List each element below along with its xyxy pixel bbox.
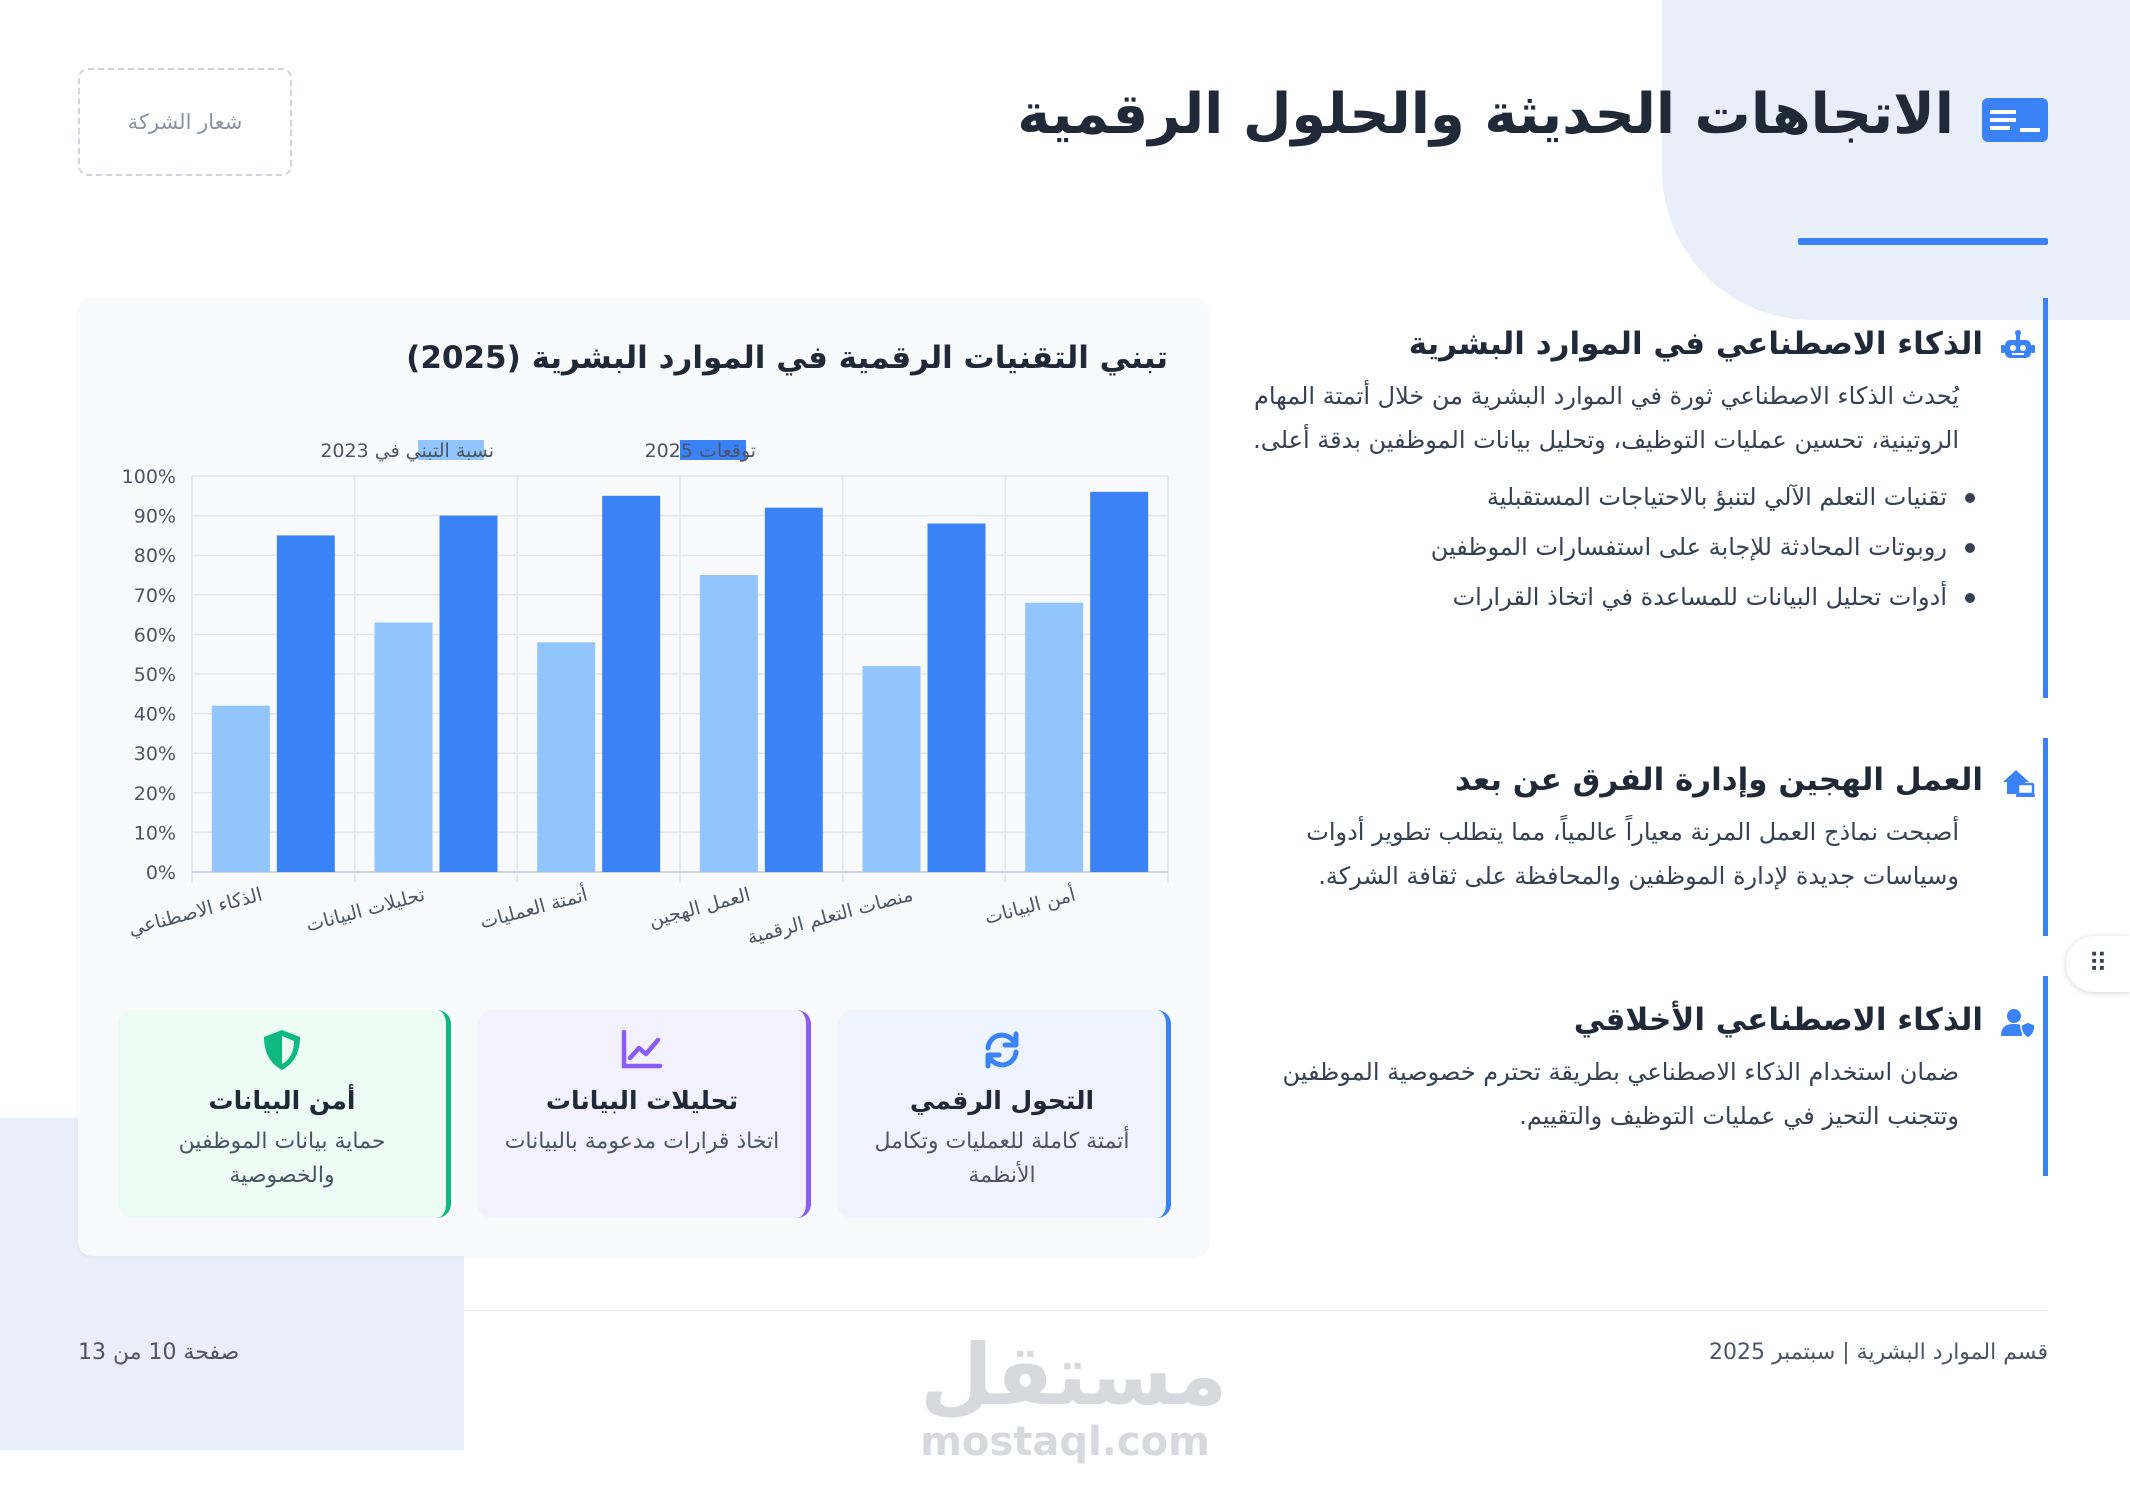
company-logo-placeholder: شعار الشركة	[78, 68, 292, 176]
bar	[537, 642, 596, 872]
legend-swatch	[418, 440, 484, 460]
house-laptop-icon	[2003, 770, 2035, 797]
bar	[276, 535, 335, 872]
computer-icon	[1982, 98, 2048, 142]
bar	[602, 495, 661, 872]
y-tick-label: 40%	[134, 704, 176, 726]
legend-label: نسبة التبني في 2023	[320, 440, 494, 462]
section-title: الذكاء الاصطناعي في الموارد البشرية	[1253, 326, 2043, 362]
bar-chart: 0% 10% 20% 30% 40% 50% 60% 70% 80% 90% 100% الذكاء …	[122, 440, 1169, 949]
x-tick-label: منصات التعلم الرقمية	[745, 884, 915, 949]
y-tick-label: 30%	[134, 743, 176, 765]
bar	[211, 705, 270, 872]
chart-card: تبني التقنيات الرقمية في الموارد البشرية…	[78, 298, 1208, 1256]
legend-swatch	[680, 440, 746, 460]
feature-card-digital-transformation: التحول الرقمي أتمتة كاملة للعمليات وتكام…	[838, 1010, 1171, 1218]
x-tick-label: أمن البيانات	[982, 882, 1078, 929]
y-tick-label: 70%	[134, 585, 176, 607]
feature-card-title: أمن البيانات	[208, 1086, 356, 1115]
bar	[1025, 602, 1084, 872]
page-title: الاتجاهات الحديثة والحلول الرقمية	[1017, 82, 1954, 147]
feature-card-subtitle: أتمتة كاملة للعمليات وتكامل الأنظمة	[874, 1129, 1130, 1188]
sync-icon	[985, 1031, 1019, 1069]
footer-divider	[464, 1310, 2048, 1311]
bar	[1090, 491, 1149, 872]
bar	[927, 523, 986, 872]
section-body: ضمان استخدام الذكاء الاصطناعي بطريقة تحت…	[1282, 1058, 1960, 1130]
section-body: يُحدث الذكاء الاصطناعي ثورة في الموارد ا…	[1253, 382, 1959, 454]
chart-title: تبني التقنيات الرقمية في الموارد البشرية…	[406, 340, 1168, 376]
x-tick-label: العمل الهجين	[647, 884, 753, 932]
section-title: العمل الهجين وإدارة الفرق عن بعد	[1253, 762, 2043, 798]
decorative-shape-top	[1662, 0, 2130, 320]
y-tick-label: 60%	[134, 624, 176, 646]
y-tick-label: 80%	[134, 545, 176, 567]
shield-icon	[264, 1030, 300, 1070]
user-shield-icon	[2001, 1009, 2035, 1039]
section-ethical-ai: الذكاء الاصطناعي الأخلاقي ضمان استخدام ا…	[1253, 976, 2048, 1176]
legend-label: توقعات 2025	[645, 440, 756, 462]
line-chart-icon	[621, 1029, 663, 1069]
bar	[764, 507, 823, 872]
feature-card-subtitle: اتخاذ قرارات مدعومة بالبيانات	[504, 1129, 780, 1154]
y-tick-label: 0%	[146, 862, 176, 884]
y-tick-label: 50%	[134, 664, 176, 686]
page-number: صفحة 10 من 13	[78, 1340, 240, 1365]
bar	[439, 515, 498, 872]
feature-card-data-analytics: تحليلات البيانات اتخاذ قرارات مدعومة بال…	[478, 1010, 811, 1218]
watermark-url: mostaql.com	[920, 1419, 1210, 1465]
watermark-arabic: مستقل	[920, 1326, 1228, 1424]
section-ai-hr: الذكاء الاصطناعي في الموارد البشرية يُحد…	[1253, 298, 2048, 698]
bar	[374, 622, 433, 872]
y-tick-label: 10%	[134, 822, 176, 844]
feature-card-title: التحول الرقمي	[909, 1086, 1095, 1115]
footer-department: قسم الموارد البشرية | سبتمبر 2025	[1709, 1340, 2048, 1365]
y-tick-label: 90%	[134, 506, 176, 528]
list-item: روبوتات المحادثة للإجابة على استفسارات ا…	[1253, 522, 1975, 572]
bar	[862, 666, 921, 872]
y-tick-label: 100%	[122, 466, 176, 488]
x-tick-label: الذكاء الاصطناعي	[126, 884, 264, 941]
watermark: مستقل mostaql.com	[920, 1326, 1228, 1465]
section-title: الذكاء الاصطناعي الأخلاقي	[1253, 1002, 2043, 1039]
section-body: أصبحت نماذج العمل المرنة معياراً عالمياً…	[1306, 818, 1959, 890]
feature-card-subtitle: حماية بيانات الموظفين والخصوصية	[178, 1129, 386, 1188]
bar	[699, 575, 758, 872]
x-tick-label: تحليلات البيانات	[304, 884, 428, 937]
x-tick-label: أتمتة العمليات	[477, 882, 590, 934]
section-hybrid-work: العمل الهجين وإدارة الفرق عن بعد أصبحت ن…	[1253, 738, 2048, 936]
drag-handle-icon[interactable]: ⠿	[2066, 936, 2130, 992]
title-underline	[1798, 238, 2048, 245]
feature-card-title: تحليلات البيانات	[545, 1086, 739, 1115]
list-item: تقنيات التعلم الآلي لتنبؤ بالاحتياجات ال…	[1253, 472, 1975, 522]
bullet-list: تقنيات التعلم الآلي لتنبؤ بالاحتياجات ال…	[1253, 472, 2043, 622]
feature-card-data-security: أمن البيانات حماية بيانات الموظفين والخص…	[118, 1010, 451, 1218]
list-item: أدوات تحليل البيانات للمساعدة في اتخاذ ا…	[1253, 572, 1975, 622]
robot-icon	[2001, 330, 2035, 358]
y-tick-label: 20%	[134, 783, 176, 805]
